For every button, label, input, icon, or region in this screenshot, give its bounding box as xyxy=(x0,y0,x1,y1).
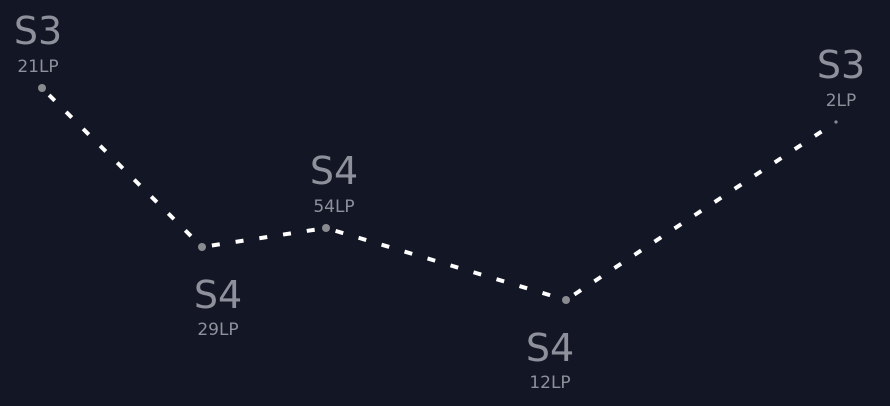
rank-line-segment-2 xyxy=(211,227,317,248)
rank-point-2 xyxy=(198,243,206,251)
rank-tier-label-2: S4 xyxy=(194,273,242,317)
rank-tier-label-3: S4 xyxy=(310,149,358,193)
rank-tier-label-5: S3 xyxy=(817,43,865,87)
rank-lp-label-3: 54LP xyxy=(313,197,354,217)
rank-point-1 xyxy=(38,84,46,92)
rank-point-3 xyxy=(322,224,330,232)
rank-tier-label-1: S3 xyxy=(14,9,62,53)
rank-point-labels: S3 21LP S4 29LP S4 54LP S4 12LP S3 2LP xyxy=(14,9,865,393)
rank-line-segment-4 xyxy=(573,125,829,297)
rank-point-4 xyxy=(562,296,570,304)
rank-line-segments xyxy=(47,93,829,300)
rank-tier-label-4: S4 xyxy=(526,326,574,370)
rank-lp-label-4: 12LP xyxy=(529,373,570,393)
rank-lp-label-5: 2LP xyxy=(826,91,857,111)
rank-line-segment-3 xyxy=(335,228,557,300)
rank-lp-label-1: 21LP xyxy=(17,57,58,77)
rank-point-5 xyxy=(834,120,838,124)
rank-lp-label-2: 29LP xyxy=(197,320,238,340)
rank-point-markers xyxy=(38,84,838,304)
rank-line-segment-1 xyxy=(47,93,197,242)
